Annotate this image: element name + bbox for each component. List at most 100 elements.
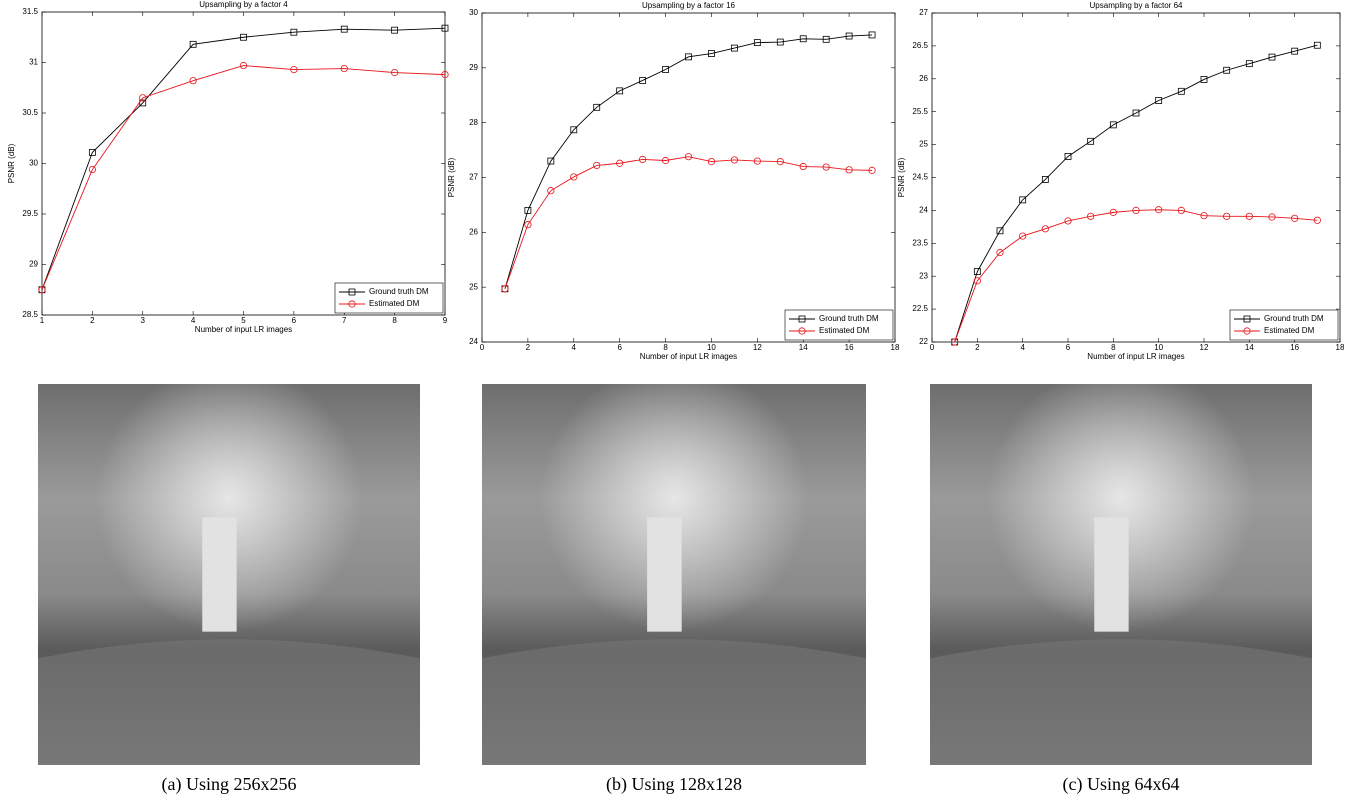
marker [845,166,853,174]
marker [88,148,96,156]
marker [239,61,248,70]
marker [139,94,147,102]
x-tick-label: 7 [342,316,347,325]
x-tick-label: 10 [707,343,716,352]
photo-floor [38,639,420,765]
photo-window [202,517,237,632]
marker [730,156,738,164]
x-tick-label: 6 [292,316,297,325]
marker [391,69,399,77]
legend-marker [798,327,806,335]
photo-floor [482,639,866,765]
marker [88,165,96,174]
marker [996,227,1004,235]
marker [593,161,601,170]
x-tick-label: 1 [40,316,45,325]
marker [1200,76,1208,83]
y-tick-label: 29.5 [22,209,38,218]
series-line [954,209,1318,343]
marker [1291,47,1299,55]
x-tick-label: 4 [572,343,577,352]
x-tick-label: 2 [90,316,95,325]
marker [1200,212,1208,220]
series-line [41,27,446,290]
y-tick-label: 25 [919,140,928,149]
marker [685,53,692,61]
marker [1291,214,1299,222]
y-tick-label: 26 [919,74,928,83]
marker [616,87,624,95]
y-axis-label: PSNR (dB) [7,143,16,183]
marker [547,157,555,165]
marker [753,157,761,165]
legend-label: Ground truth DM [819,314,879,323]
marker [38,286,46,294]
y-axis-label: PSNR (dB) [897,157,906,197]
marker [707,157,716,166]
plot-frame [41,11,446,316]
marker [1155,206,1163,214]
x-tick-label: 0 [930,343,935,352]
x-tick-label: 8 [663,343,668,352]
marker [501,285,509,293]
y-tick-label: 30.5 [22,108,38,117]
marker [799,35,807,43]
x-tick-label: 16 [1290,343,1299,352]
y-tick-label: 30 [29,159,38,168]
y-tick-label: 25 [469,282,478,291]
marker [684,153,693,161]
marker [547,187,555,195]
x-tick-label: 3 [141,316,146,325]
y-tick-label: 24.5 [912,173,928,182]
marker [1019,196,1027,204]
marker [1087,137,1095,145]
marker [1019,232,1027,240]
marker [189,77,197,85]
marker [1177,87,1185,95]
photo-window [1094,517,1129,632]
marker [639,77,647,84]
legend-marker [348,288,356,296]
marker [1064,217,1072,225]
y-tick-label: 29 [29,260,38,269]
legend-label: Ground truth DM [369,287,429,296]
marker [1223,212,1231,220]
x-tick-label: 16 [845,343,854,352]
marker [973,268,981,275]
marker [340,64,348,73]
y-tick-label: 29 [469,63,478,72]
y-tick-label: 27 [469,173,478,182]
x-tick-label: 10 [1154,343,1163,352]
marker [593,103,601,111]
marker [1132,206,1140,214]
x-tick-label: 12 [753,343,762,352]
y-tick-label: 30 [469,8,478,17]
marker [441,71,449,79]
chart-title: Upsampling by a factor 16 [642,1,735,10]
marker [776,157,784,166]
marker [240,33,247,41]
marker [951,338,959,346]
marker [1268,213,1276,221]
marker [1109,208,1117,216]
marker [1177,206,1185,214]
y-tick-label: 23 [919,271,928,280]
x-tick-label: 6 [1066,343,1071,352]
y-tick-label: 24 [919,206,928,215]
x-tick-label: 0 [480,343,485,352]
chart-title: Upsampling by a factor 4 [199,0,288,9]
marker [1064,153,1072,160]
x-tick-label: 5 [241,316,246,325]
x-tick-label: 18 [891,343,900,352]
legend-label: Estimated DM [369,299,420,308]
y-tick-label: 25.5 [912,107,928,116]
marker [1041,176,1049,183]
marker [753,39,761,47]
legend-marker [1243,315,1251,323]
y-tick-label: 22.5 [912,304,928,313]
marker [524,206,532,214]
x-tick-label: 12 [1200,343,1209,352]
marker [1041,225,1049,233]
x-axis-label: Number of input LR images [195,325,292,334]
marker [1245,212,1253,220]
